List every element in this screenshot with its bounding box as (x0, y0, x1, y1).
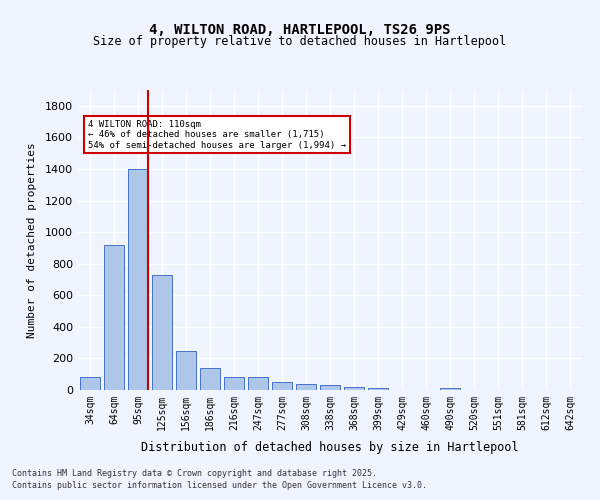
Text: 4 WILTON ROAD: 110sqm
← 46% of detached houses are smaller (1,715)
54% of semi-d: 4 WILTON ROAD: 110sqm ← 46% of detached … (88, 120, 346, 150)
Bar (200, 368, 220, 390)
Bar (296, 384, 316, 390)
Bar (176, 352, 196, 390)
Text: 4, WILTON ROAD, HARTLEPOOL, TS26 9PS: 4, WILTON ROAD, HARTLEPOOL, TS26 9PS (149, 22, 451, 36)
Bar (368, 388, 388, 390)
Bar (224, 376, 244, 390)
Text: Contains public sector information licensed under the Open Government Licence v3: Contains public sector information licen… (12, 481, 427, 490)
Bar (272, 382, 292, 390)
Y-axis label: Number of detached properties: Number of detached properties (26, 142, 37, 338)
Bar (344, 387, 364, 390)
Bar (80, 378, 100, 390)
Text: Size of property relative to detached houses in Hartlepool: Size of property relative to detached ho… (94, 35, 506, 48)
Bar (320, 386, 340, 390)
Text: Contains HM Land Registry data © Crown copyright and database right 2025.: Contains HM Land Registry data © Crown c… (12, 468, 377, 477)
Bar (104, 244, 124, 390)
Bar (128, 169, 148, 390)
Bar (248, 378, 268, 390)
X-axis label: Distribution of detached houses by size in Hartlepool: Distribution of detached houses by size … (141, 441, 519, 454)
Bar (440, 388, 460, 390)
Bar (152, 274, 172, 390)
